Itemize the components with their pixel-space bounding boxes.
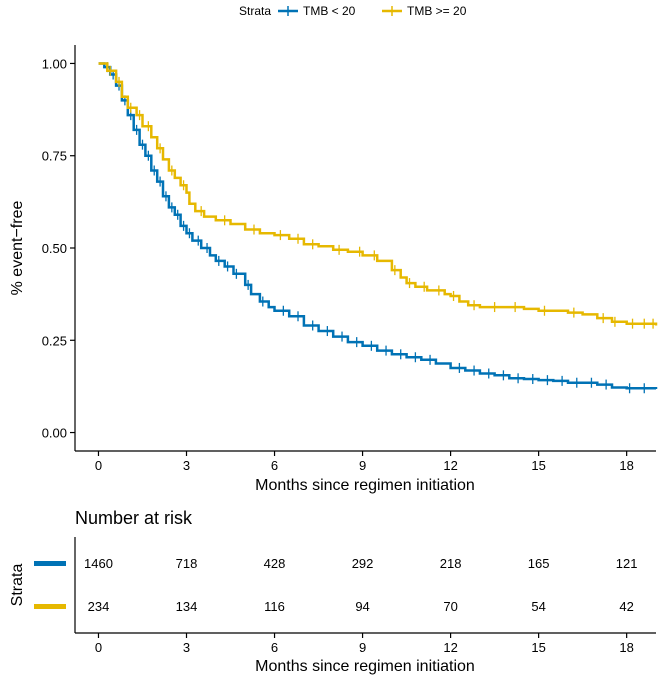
legend-title: Strata <box>239 4 271 18</box>
x-tick-label: 12 <box>443 458 457 473</box>
x-tick-label: 0 <box>95 458 102 473</box>
y-axis-label: % event−free <box>9 201 26 296</box>
risk-count-tmb-low: 1460 <box>84 556 113 571</box>
legend-label-tmb-low: TMB < 20 <box>303 4 356 18</box>
risk-table-axis-title: Strata <box>9 564 26 607</box>
y-tick-label: 0.75 <box>42 149 67 164</box>
risk-x-tick-label: 0 <box>95 640 102 655</box>
risk-count-tmb-high: 42 <box>619 599 633 614</box>
x-tick-label: 3 <box>183 458 190 473</box>
legend-item-tmb-low: TMB < 20 <box>278 4 356 18</box>
x-axis-ticks: 0 3 6 9 12 15 18 <box>95 451 634 473</box>
x-tick-label: 9 <box>359 458 366 473</box>
risk-x-tick-label: 9 <box>359 640 366 655</box>
risk-x-tick-label: 12 <box>443 640 457 655</box>
km-curve-tmb-high <box>98 62 658 326</box>
y-tick-label: 0.50 <box>42 241 67 256</box>
survival-plot: 0.00 0.25 0.50 0.75 1.00 0 3 6 9 12 15 18 % event−… <box>9 45 658 494</box>
risk-count-tmb-high: 94 <box>355 599 369 614</box>
y-tick-label: 1.00 <box>42 56 67 71</box>
survival-curves <box>98 62 658 394</box>
risk-count-tmb-high: 70 <box>443 599 457 614</box>
risk-x-tick-label: 6 <box>271 640 278 655</box>
risk-count-tmb-low: 428 <box>264 556 286 571</box>
risk-x-tick-label: 3 <box>183 640 190 655</box>
y-tick-label: 0.00 <box>42 426 67 441</box>
risk-table-x-label: Months since regimen initiation <box>255 658 475 675</box>
x-tick-label: 18 <box>619 458 633 473</box>
risk-swatch-tmb-high <box>34 604 66 609</box>
risk-count-tmb-low: 165 <box>528 556 550 571</box>
x-tick-label: 6 <box>271 458 278 473</box>
x-axis-label: Months since regimen initiation <box>255 477 475 494</box>
risk-count-tmb-high: 116 <box>264 599 285 614</box>
legend-item-tmb-high: TMB >= 20 <box>382 4 467 18</box>
risk-count-tmb-high: 234 <box>88 599 110 614</box>
risk-x-tick-label: 15 <box>531 640 545 655</box>
legend-label-tmb-high: TMB >= 20 <box>407 4 467 18</box>
y-axis-ticks: 0.00 0.25 0.50 0.75 1.00 <box>42 56 75 441</box>
legend: Strata TMB < 20 TMB >= 20 <box>239 4 467 18</box>
risk-count-tmb-high: 134 <box>176 599 198 614</box>
y-tick-label: 0.25 <box>42 333 67 348</box>
risk-table-x-ticks: 0 3 6 9 12 15 18 <box>95 633 634 655</box>
x-tick-label: 15 <box>531 458 545 473</box>
risk-table: Number at risk Strata 1460 718 428 292 218 16… <box>9 508 656 675</box>
risk-table-title: Number at risk <box>75 508 193 528</box>
risk-count-tmb-low: 292 <box>352 556 374 571</box>
risk-table-cells: 1460 718 428 292 218 165 121 234 134 116 94 70 54 42 <box>84 556 637 614</box>
risk-swatch-tmb-low <box>34 561 66 566</box>
km-curve-tmb-low <box>98 62 658 390</box>
risk-x-tick-label: 18 <box>619 640 633 655</box>
risk-count-tmb-low: 718 <box>176 556 198 571</box>
risk-count-tmb-low: 121 <box>616 556 638 571</box>
risk-count-tmb-low: 218 <box>440 556 462 571</box>
risk-count-tmb-high: 54 <box>531 599 545 614</box>
